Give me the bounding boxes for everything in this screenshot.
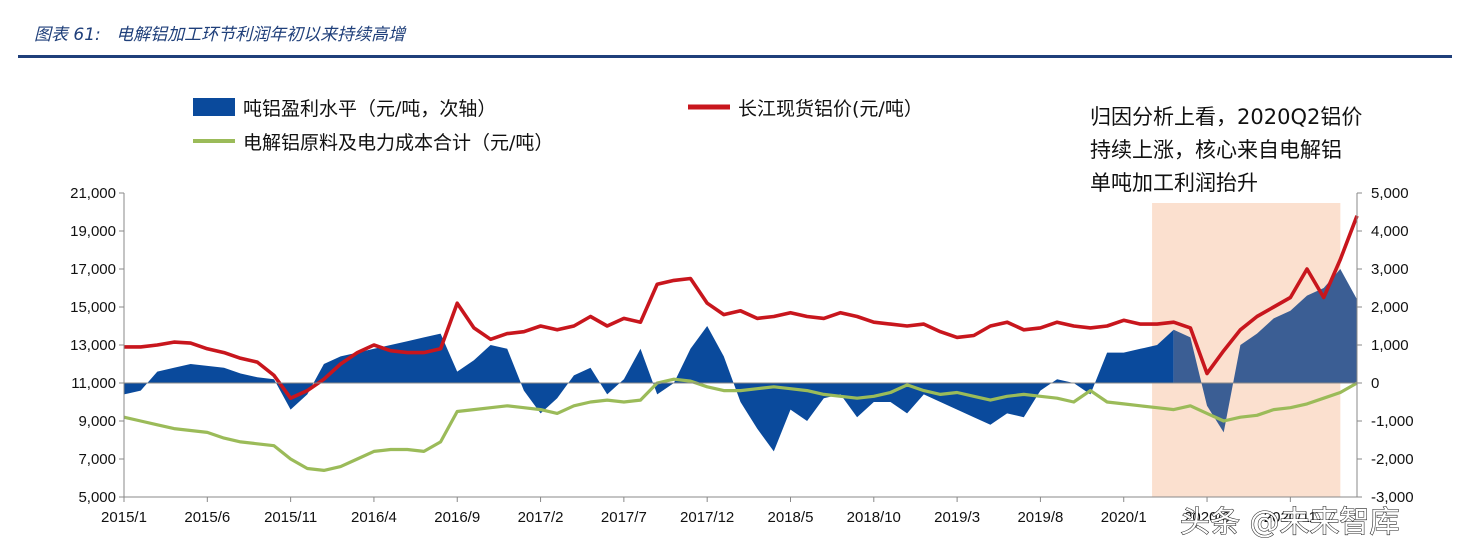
y-right-tick-label: 1,000 [1371,337,1409,354]
axes: 5,000 7,000 9,000 11,000 13,000 15,000 17,000 1… [70,185,1413,526]
legend-label-price: 长江现货铝价(元/吨） [738,98,923,120]
y-left-tick-label: 13,000 [70,337,116,354]
line-layer [123,215,1359,472]
y-right-tick-label: 3,000 [1371,261,1409,278]
figure-title: 图表 61: 电解铝加工环节利润年初以来持续高增 [34,20,405,45]
x-tick-label: 2015/1 [101,509,147,526]
y-left-tick-label: 11,000 [71,375,116,392]
legend: 吨铝盈利水平（元/吨，次轴） 长江现货铝价(元/吨） 电解铝原料及电力成本合计（… [193,98,923,154]
y-right-tick-label: -1,000 [1371,413,1414,430]
y-right-tick-label: -3,000 [1371,489,1414,506]
y-right-tick-label: 5,000 [1371,185,1409,202]
annotation-line-2: 持续上涨，核心来自电解铝 [1090,138,1342,162]
y-left-tick-label: 7,000 [78,451,116,468]
x-tick-label: 2020/11 [1264,509,1317,526]
y-left-tick-label: 15,000 [70,299,116,316]
y-left-tick-label: 21,000 [70,185,116,202]
y-left-tick-label: 5,000 [78,489,116,506]
x-tick-label: 2019/8 [1017,509,1063,526]
y-right-tick-label: 4,000 [1371,223,1409,240]
annotation: 归因分析上看，2020Q2铝价 持续上涨，核心来自电解铝 单吨加工利润抬升 [1090,105,1362,195]
x-tick-label: 2017/2 [518,509,564,526]
x-tick-label: 2015/6 [184,509,230,526]
legend-label-profit: 吨铝盈利水平（元/吨，次轴） [243,98,496,120]
y-left-tick-label: 17,000 [70,261,116,278]
x-tick-label: 2020/1 [1101,509,1147,526]
x-tick-label: 2017/7 [601,509,647,526]
title-divider [18,55,1452,58]
x-tick-label: 2018/5 [768,509,814,526]
annotation-line-1: 归因分析上看，2020Q2铝价 [1090,105,1362,129]
x-tick-label: 2019/3 [934,509,980,526]
legend-label-cost: 电解铝原料及电力成本合计（元/吨） [243,132,553,154]
y-left-tick-label: 19,000 [70,223,116,240]
x-tick-label: 2015/11 [264,509,317,526]
x-tick-label: 2017/12 [680,509,734,526]
annotation-line-3: 单吨加工利润抬升 [1090,171,1258,195]
y-right-tick-label: -2,000 [1371,451,1414,468]
profit-area [124,326,1174,452]
profit-area-layer [124,269,1357,452]
x-tick-label: 2016/9 [434,509,480,526]
y-left-tick-label: 9,000 [78,413,116,430]
cost-line [123,377,1358,472]
x-tick-label: 2016/4 [351,509,397,526]
watermark: 头条 @未来智库 [1180,505,1400,540]
price-line [124,215,1359,400]
y-right-tick-label: 0 [1371,375,1379,392]
y-right-tick-label: 2,000 [1371,299,1409,316]
profit-area-highlight [1173,269,1357,433]
figure-title-text: 电解铝加工环节利润年初以来持续高增 [116,25,406,45]
legend-swatch-profit [193,98,235,116]
x-tick-label: 2020/6 [1184,509,1230,526]
figure-label: 图表 61: [34,25,101,45]
x-tick-label: 2018/10 [847,509,901,526]
